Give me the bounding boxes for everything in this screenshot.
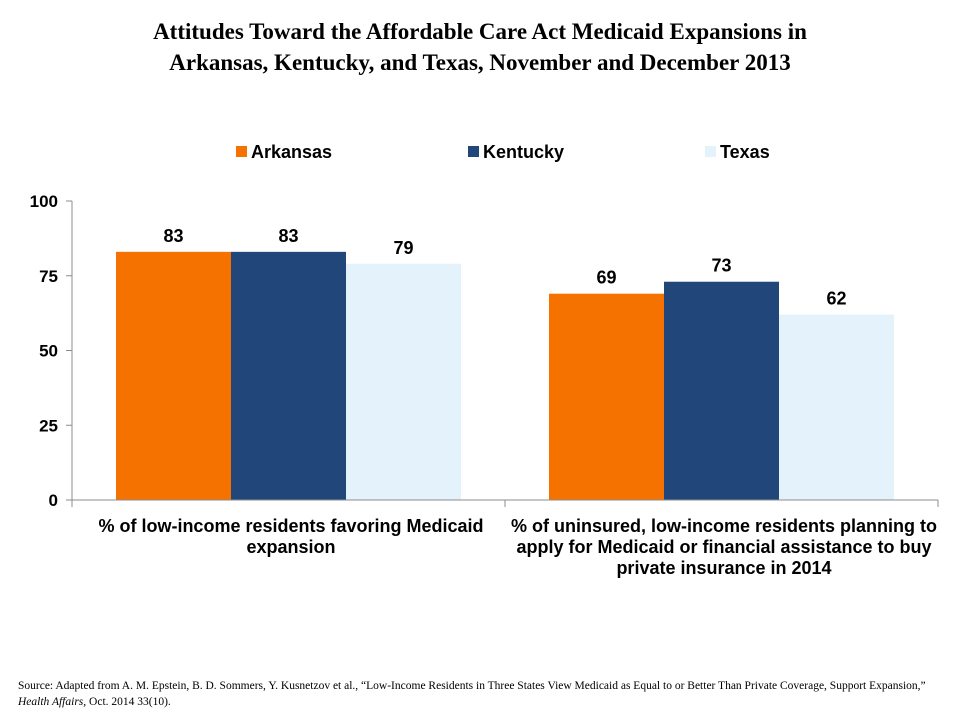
y-tick-label-2: 50 xyxy=(39,342,58,361)
y-tick-label-4: 100 xyxy=(30,192,58,211)
category-label-1: % of low-income residents favoring Medic… xyxy=(98,516,484,557)
data-label-texas-1: 79 xyxy=(393,238,413,258)
bar-arkansas-2 xyxy=(549,293,664,500)
data-label-kentucky-1: 83 xyxy=(278,226,298,246)
y-tick-label-3: 75 xyxy=(39,267,58,286)
bar-arkansas-1 xyxy=(116,251,231,500)
bar-texas-1 xyxy=(346,263,461,500)
category-label-2: % of uninsured, low-income residents pla… xyxy=(510,516,938,578)
source-citation: Oct. 2014 33(10). xyxy=(86,696,171,708)
data-label-kentucky-2: 73 xyxy=(711,256,731,276)
chart-title-line-2: Arkansas, Kentucky, and Texas, November … xyxy=(169,50,791,75)
source-text: Source: Adapted from A. M. Epstein, B. D… xyxy=(18,680,926,692)
chart-title-line-1: Attitudes Toward the Affordable Care Act… xyxy=(153,19,807,44)
legend-swatch-texas xyxy=(705,146,716,157)
source-note: Source: Adapted from A. M. Epstein, B. D… xyxy=(18,678,948,710)
data-label-arkansas-2: 69 xyxy=(596,268,616,288)
legend-label-texas: Texas xyxy=(720,142,770,162)
legend-swatch-arkansas xyxy=(236,146,247,157)
bar-kentucky-2 xyxy=(664,281,779,500)
legend-swatch-kentucky xyxy=(468,146,479,157)
data-label-texas-2: 62 xyxy=(826,289,846,309)
bar-texas-2 xyxy=(779,314,894,500)
y-tick-label-0: 0 xyxy=(49,491,58,510)
legend-label-kentucky: Kentucky xyxy=(483,142,564,162)
bar-kentucky-1 xyxy=(231,251,346,500)
data-label-arkansas-1: 83 xyxy=(163,226,183,246)
y-tick-label-1: 25 xyxy=(39,416,58,435)
chart-title: Attitudes Toward the Affordable Care Act… xyxy=(60,16,900,78)
source-journal: Health Affairs, xyxy=(18,696,87,708)
legend-label-arkansas: Arkansas xyxy=(251,142,332,162)
